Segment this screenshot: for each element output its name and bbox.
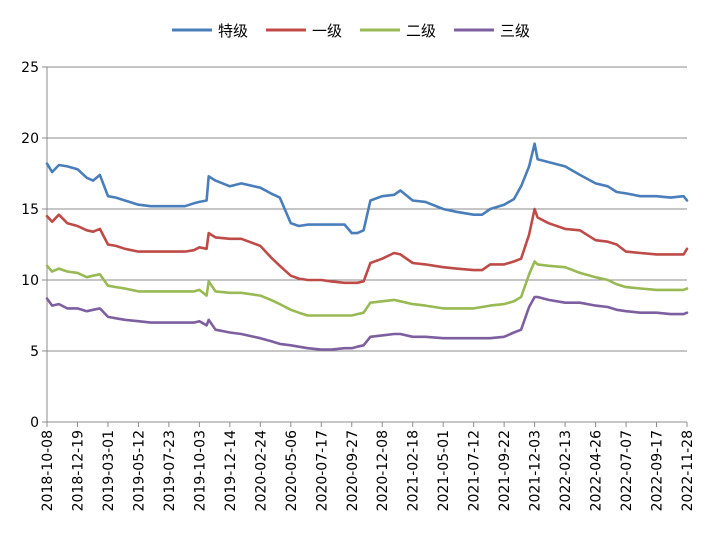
legend: 特级 一级 二级 三级 xyxy=(172,22,530,40)
y-tick-label: 5 xyxy=(30,344,39,360)
x-tick-label: 2019-05-12 xyxy=(131,430,147,511)
x-tick-label: 2019-03-01 xyxy=(101,430,117,511)
series-line-3 xyxy=(45,260,689,317)
x-tick-label: 2020-02-24 xyxy=(253,430,269,511)
y-tick-label: 20 xyxy=(21,131,39,147)
x-tick-label: 2021-07-12 xyxy=(467,430,483,511)
x-tick-label: 2021-09-22 xyxy=(497,430,513,511)
gridlines xyxy=(47,66,687,352)
x-tick-label: 2020-09-27 xyxy=(345,430,361,511)
y-tick-label: 10 xyxy=(21,273,39,289)
x-tick-label: 2022-11-28 xyxy=(680,430,696,511)
y-tick-label: 0 xyxy=(30,415,39,431)
x-tick-label: 2019-07-23 xyxy=(162,430,178,511)
x-tick-label: 2020-07-17 xyxy=(314,430,330,511)
x-tick-label: 2021-05-01 xyxy=(436,430,452,511)
x-tick-label: 2019-12-14 xyxy=(223,430,239,511)
y-tick-label: 25 xyxy=(21,60,39,76)
x-tick-label: 2018-10-08 xyxy=(40,430,56,511)
legend-label-3: 二级 xyxy=(406,22,436,40)
series-line-2 xyxy=(45,207,689,285)
x-tick-label: 2022-07-07 xyxy=(619,430,635,511)
x-tick-label: 2019-10-03 xyxy=(192,430,208,511)
x-tick-label: 2022-09-17 xyxy=(650,430,666,511)
legend-label-2: 一级 xyxy=(312,22,342,40)
series-line-1 xyxy=(45,142,689,235)
x-tick-label: 2022-02-13 xyxy=(558,430,574,511)
y-tick-label: 15 xyxy=(21,202,39,218)
x-tick-label: 2020-12-08 xyxy=(375,430,391,511)
y-tick-labels: 0 5 10 15 20 25 xyxy=(21,60,39,431)
x-tick-label: 2021-12-03 xyxy=(528,430,544,511)
legend-label-4: 三级 xyxy=(500,22,530,40)
axes xyxy=(42,66,688,427)
series-lines xyxy=(45,142,689,351)
x-tick-label: 2022-04-26 xyxy=(589,430,605,511)
legend-label-1: 特级 xyxy=(218,22,248,40)
x-tick-label: 2020-05-06 xyxy=(284,430,300,511)
x-tick-labels: 2018-10-08 2018-12-19 2019-03-01 2019-05-12… xyxy=(40,430,696,511)
series-line-4 xyxy=(45,295,689,351)
x-tick-label: 2021-02-18 xyxy=(406,430,422,511)
x-tick-label: 2018-12-19 xyxy=(70,430,86,511)
